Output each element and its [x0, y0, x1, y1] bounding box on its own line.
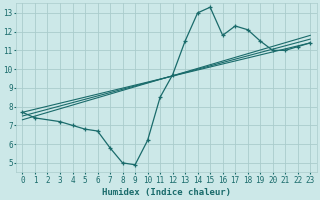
X-axis label: Humidex (Indice chaleur): Humidex (Indice chaleur) [102, 188, 231, 197]
